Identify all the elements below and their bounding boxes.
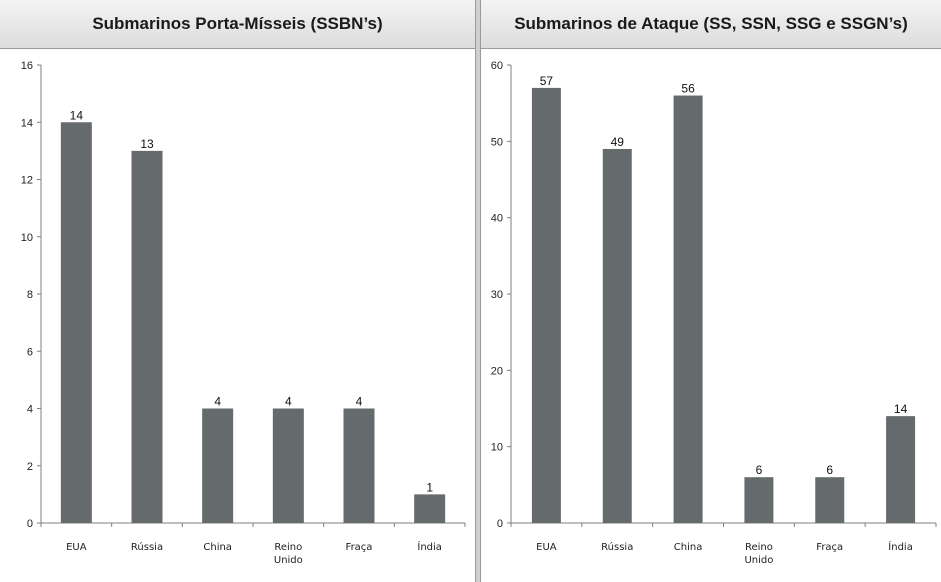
bar-russia <box>131 150 163 523</box>
data-label-reino-unido: 6 <box>756 463 763 477</box>
chart-title-attack: Submarinos de Ataque (SS, SSN, SSG e SSG… <box>481 0 941 49</box>
panel-divider <box>475 0 481 582</box>
bar-franca <box>815 477 845 523</box>
category-label-china: China <box>674 542 703 553</box>
y-tick-label: 10 <box>21 232 33 244</box>
data-label-franca: 6 <box>826 463 833 477</box>
chart-title-ssbn: Submarinos Porta-Mísseis (SSBN’s) <box>0 0 475 49</box>
chart-panel-ssbn: Submarinos Porta-Mísseis (SSBN’s) 0 2 4 6 8 1… <box>0 0 475 566</box>
category-label-russia: Rússia <box>131 541 163 553</box>
y-tick-label: 50 <box>491 136 503 148</box>
y-tick-label: 8 <box>27 289 33 301</box>
data-label-india: 14 <box>894 402 908 416</box>
category-label-franca: Fraça <box>816 542 843 553</box>
bar-china <box>202 408 234 523</box>
bar-india <box>886 416 916 523</box>
y-tick-label: 60 <box>491 60 503 72</box>
y-tick-label: 16 <box>21 60 33 72</box>
chart-panel-attack: Submarinos de Ataque (SS, SSN, SSG e SSG… <box>481 0 941 582</box>
bar-china <box>673 95 703 524</box>
category-label-china: China <box>203 542 232 553</box>
bar-reino-unido <box>272 408 304 523</box>
category-label-eua: EUA <box>66 542 87 553</box>
y-tick-label: 30 <box>491 289 503 301</box>
bar-eua <box>60 122 92 523</box>
bar-reino-unido <box>744 477 774 523</box>
y-tick-label: 12 <box>21 175 33 187</box>
data-label-china: 4 <box>214 395 221 409</box>
data-label-india: 1 <box>426 480 433 494</box>
bar-chart-attack: 0 10 20 30 40 50 60 57 EUA 49 Rússia 56 China 6 Reino U… <box>491 60 937 566</box>
y-tick-label: 0 <box>497 518 503 530</box>
y-tick-label: 10 <box>491 442 503 454</box>
y-tick-label: 20 <box>491 365 503 377</box>
category-label-india: Índia <box>417 540 442 553</box>
bar-eua <box>531 87 561 524</box>
data-label-reino-unido: 4 <box>285 395 292 409</box>
y-tick-label: 14 <box>21 117 33 129</box>
y-tick-label: 6 <box>27 346 33 358</box>
data-label-eua: 57 <box>540 74 554 88</box>
data-label-russia: 49 <box>611 135 625 149</box>
y-tick-label: 2 <box>27 461 33 473</box>
bar-russia <box>602 148 632 523</box>
y-tick-label: 4 <box>27 404 33 416</box>
category-label-russia: Rússia <box>601 541 633 553</box>
bar-india <box>414 494 446 523</box>
category-label-reino-unido: Reino Unido <box>274 542 303 566</box>
data-label-china: 56 <box>681 82 695 96</box>
category-label-reino-unido: Reino Unido <box>744 542 773 566</box>
data-label-russia: 13 <box>140 137 154 151</box>
category-label-eua: EUA <box>536 542 557 553</box>
category-label-franca: Fraça <box>346 542 373 553</box>
data-label-franca: 4 <box>356 395 363 409</box>
category-label-india: Índia <box>888 540 913 553</box>
y-tick-label: 0 <box>27 518 33 530</box>
y-tick-label: 40 <box>491 213 503 225</box>
bar-franca <box>343 408 375 523</box>
data-label-eua: 14 <box>70 108 84 122</box>
